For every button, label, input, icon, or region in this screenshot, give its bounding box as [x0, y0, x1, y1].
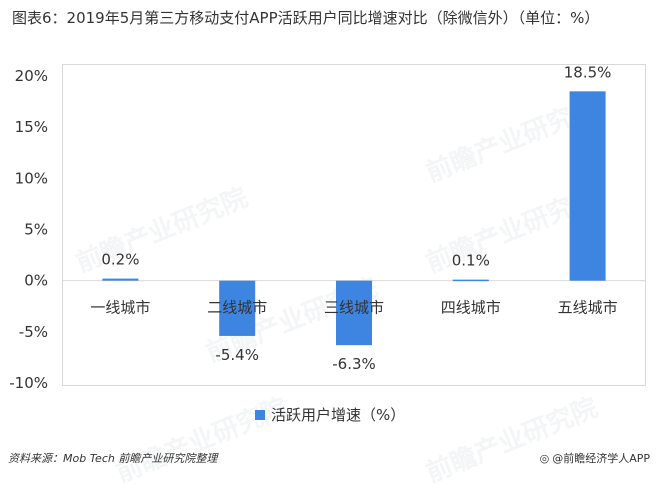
plot-area — [62, 64, 646, 386]
data-label: -5.4% — [215, 346, 259, 364]
bar — [102, 278, 139, 281]
y-tick-label: 10% — [15, 169, 48, 187]
x-tick-label: 三线城市 — [324, 299, 384, 317]
y-tick-label: 20% — [15, 67, 48, 85]
brand-credit: ◎ @前瞻经济学人APP — [540, 450, 650, 466]
x-tick-label: 五线城市 — [558, 299, 618, 317]
bar — [569, 91, 606, 281]
y-tick-label: -5% — [19, 323, 48, 341]
y-tick-label: 0% — [24, 272, 48, 290]
chart-title: 图表6：2019年5月第三方移动支付APP活跃用户同比增速对比（除微信外）（单位… — [12, 9, 600, 27]
brand-label: @前瞻经济学人APP — [552, 452, 650, 465]
bar — [452, 279, 489, 282]
x-tick-label: 一线城市 — [90, 299, 150, 317]
bar — [219, 280, 256, 336]
data-label: 0.1% — [452, 252, 490, 270]
data-label: -6.3% — [332, 355, 376, 373]
wechat-like-icon: ◎ — [539, 451, 550, 465]
bar — [336, 280, 372, 346]
y-tick-label: 5% — [24, 221, 48, 239]
bar-chart: -10% -5% 0% 5% 10% 15% 20% 一线城市 0.2% 二线城市 -5.4% 三线城… — [9, 63, 646, 392]
data-label: 18.5% — [564, 63, 612, 81]
y-tick-label: 15% — [15, 118, 48, 136]
data-label: 0.2% — [101, 251, 139, 269]
y-tick-label: -10% — [9, 374, 48, 392]
legend: 活跃用户增速（%） — [255, 404, 405, 425]
legend-swatch — [255, 409, 265, 420]
x-tick-label: 四线城市 — [441, 299, 501, 317]
x-tick-label: 二线城市 — [207, 299, 267, 317]
source-note: 资料来源：Mob Tech 前瞻产业研究院整理 — [8, 452, 218, 465]
legend-label: 活跃用户增速（%） — [271, 406, 406, 424]
